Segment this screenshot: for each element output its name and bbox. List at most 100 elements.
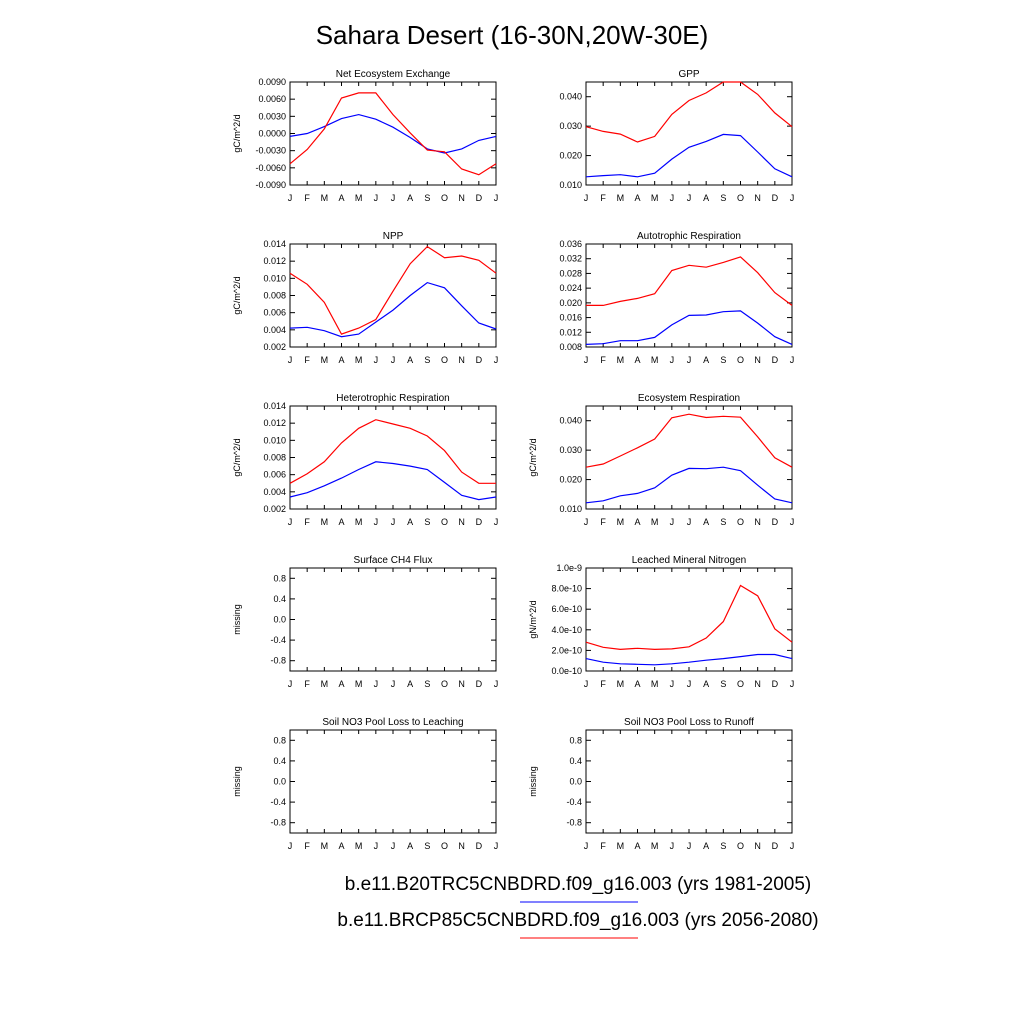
x-tick-label: N [458,841,465,851]
plot-frame [585,567,793,672]
x-tick-label: A [634,841,640,851]
x-tick-label: J [670,679,675,689]
x-tick-label: A [338,841,344,851]
legend-label-future: b.e11.BRCP85C5CNBDRD.f09_g16.003 (yrs 20… [337,910,818,931]
x-tick-label: D [476,841,483,851]
x-tick-label: J [391,193,396,203]
y-axis-label: missing [528,766,538,797]
legend: b.e11.B20TRC5CNBDRD.f09_g16.003 (yrs 198… [337,874,819,939]
x-tick-label: A [338,355,344,365]
y-tick-label: 0.006 [263,470,286,480]
x-tick-label: M [321,355,329,365]
y-tick-label: 0.0060 [258,94,286,104]
y-tick-label: 0.028 [559,268,582,278]
y-axis-label: gC/m^2/d [232,276,242,314]
y-tick-label: 0.008 [559,342,582,352]
panel-title: Autotrophic Respiration [637,231,741,242]
series-line-future [585,584,793,651]
x-tick-label: S [424,841,430,851]
x-tick-label: M [321,679,329,689]
y-tick-label: 1.0e-9 [556,563,582,573]
y-tick-label: 0.014 [263,239,286,249]
y-tick-label: 0.4 [273,594,286,604]
x-tick-label: O [737,841,744,851]
x-tick-label: J [670,841,675,851]
y-axis-label: gC/m^2/d [528,438,538,476]
y-tick-label: 0.012 [559,327,582,337]
x-tick-label: J [687,193,692,203]
y-tick-label: 0.010 [559,504,582,514]
y-axis-label: gN/m^2/d [528,600,538,638]
x-tick-label: M [321,193,329,203]
y-tick-label: 0.004 [263,487,286,497]
x-tick-label: M [355,355,363,365]
x-tick-label: J [288,517,293,527]
y-tick-label: 6.0e-10 [551,604,582,614]
y-tick-label: -0.8 [566,818,582,828]
x-tick-label: D [772,679,779,689]
y-axis-label: gC/m^2/d [232,114,242,152]
x-tick-label: D [772,517,779,527]
y-tick-label: 0.030 [559,121,582,131]
x-tick-label: J [374,517,379,527]
x-tick-label: O [441,355,448,365]
y-tick-label: -0.0060 [255,163,286,173]
x-tick-label: F [600,679,606,689]
x-tick-label: J [374,679,379,689]
y-tick-label: 0.002 [263,504,286,514]
x-tick-label: M [651,193,659,203]
x-tick-label: J [494,193,499,203]
x-tick-label: J [494,355,499,365]
x-tick-label: A [407,193,413,203]
y-tick-label: 0.024 [559,283,582,293]
x-tick-label: O [441,679,448,689]
x-tick-label: A [634,679,640,689]
x-tick-label: O [737,679,744,689]
x-tick-label: M [355,679,363,689]
series-line-future [289,419,496,484]
y-tick-label: 0.036 [559,239,582,249]
y-tick-label: -0.8 [270,818,286,828]
y-tick-label: 0.032 [559,254,582,264]
x-tick-label: M [355,841,363,851]
x-tick-label: M [617,193,625,203]
y-tick-label: 0.0000 [258,129,286,139]
x-tick-label: J [584,355,589,365]
panel-title: Surface CH4 Flux [354,555,433,566]
panel-title: Heterotrophic Respiration [336,393,449,404]
y-tick-label: -0.4 [270,635,286,645]
x-tick-label: J [391,517,396,527]
legend-label-control: b.e11.B20TRC5CNBDRD.f09_g16.003 (yrs 198… [345,874,811,895]
series-line-future [289,245,497,335]
plot-frame [289,729,497,834]
series-line-future [585,413,793,468]
x-tick-label: J [584,193,589,203]
x-tick-label: D [772,841,779,851]
x-tick-label: N [458,517,465,527]
y-tick-label: 0.008 [263,453,286,463]
x-tick-label: J [288,193,293,203]
x-tick-label: J [687,355,692,365]
series-line-control [585,310,793,345]
plot-frame [585,729,793,834]
x-tick-label: M [355,193,363,203]
x-tick-label: O [737,517,744,527]
y-tick-label: 8.0e-10 [551,584,582,594]
x-tick-label: F [304,517,310,527]
x-tick-label: M [617,355,625,365]
x-tick-label: J [494,841,499,851]
x-tick-label: J [288,679,293,689]
y-tick-label: 0.020 [559,151,582,161]
x-tick-label: A [703,679,709,689]
x-tick-label: M [617,679,625,689]
x-tick-label: D [476,679,483,689]
x-tick-label: J [391,841,396,851]
x-tick-label: N [458,193,465,203]
y-tick-label: 0.4 [273,756,286,766]
